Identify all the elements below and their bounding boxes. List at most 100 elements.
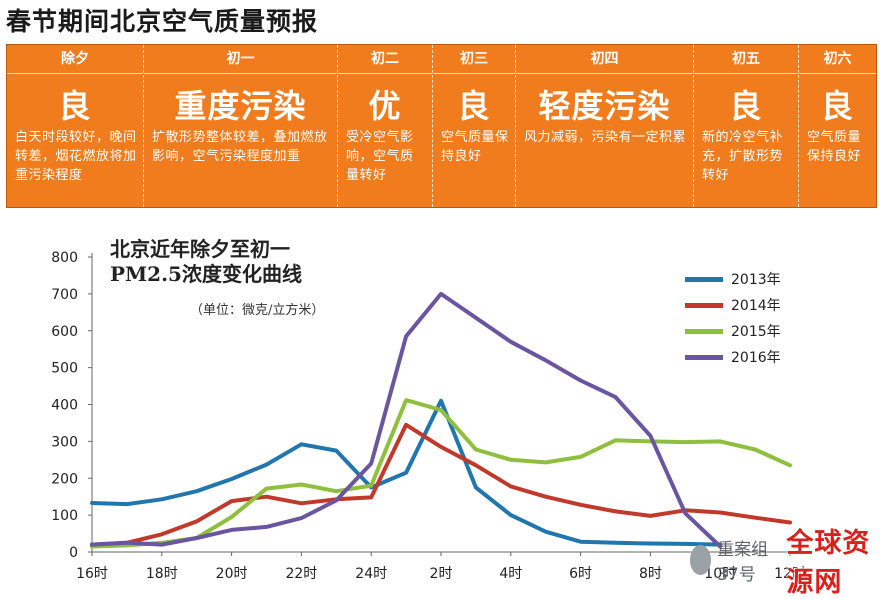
data-point [509, 458, 513, 462]
y-tick-label: 300 [51, 434, 78, 450]
legend-item-2014: 2014年 [685, 292, 781, 318]
forecast-col-chuwu: 初五 良 新的冷空气补充，扩散形势转好 [694, 45, 799, 207]
x-tick-label: 6时 [569, 566, 592, 582]
data-point [683, 440, 687, 444]
data-point [718, 544, 722, 549]
forecast-grade: 轻度污染 [538, 87, 671, 125]
data-point [369, 484, 373, 488]
data-point [788, 520, 792, 525]
legend-label: 2014年 [731, 298, 781, 314]
forecast-note: 扩散形势整体较差，叠加燃放影响，空气污染程度加重 [152, 130, 328, 164]
forecast-day: 除夕 [7, 45, 143, 74]
forecast-grade: 优 [368, 87, 402, 125]
forecast-day: 初三 [433, 45, 515, 74]
y-tick-label: 400 [51, 398, 78, 414]
data-point [264, 487, 269, 491]
legend-label: 2015年 [731, 324, 781, 340]
forecast-grade: 良 [58, 87, 92, 125]
data-point [579, 455, 583, 459]
data-point [474, 463, 478, 467]
page-headline: 春节期间北京空气质量预报 [6, 7, 319, 36]
data-point [648, 434, 653, 438]
data-point [648, 514, 653, 518]
x-tick-label: 16时 [76, 566, 108, 582]
data-point [404, 423, 408, 427]
data-point [753, 516, 757, 520]
legend-swatch [685, 276, 723, 282]
x-tick-label: 20时 [216, 566, 248, 582]
legend-item-2015: 2015年 [685, 318, 781, 344]
data-point [579, 503, 583, 507]
data-point [404, 471, 408, 475]
forecast-grade: 良 [729, 87, 763, 125]
data-point [334, 449, 338, 453]
data-point [299, 442, 303, 446]
data-point [544, 358, 548, 362]
x-tick-label: 18时 [146, 566, 178, 582]
legend-label: 2016年 [731, 350, 781, 366]
chart-title-line1: 北京近年除夕至初一 [110, 237, 290, 261]
chart-title-line2: PM2.5浓度变化曲线 [110, 262, 302, 286]
data-point [683, 542, 687, 546]
forecast-day: 初四 [516, 45, 693, 74]
data-point [509, 484, 513, 488]
data-point [718, 510, 722, 515]
x-tick-label: 4时 [499, 566, 522, 582]
y-tick-label: 700 [51, 287, 78, 303]
chart-canvas: 0 100 200 300 400 500 600 700 800 16时 18时 20时 22时 24… [51, 250, 806, 582]
forecast-note: 风力减弱，污染有一定积累 [524, 130, 687, 145]
data-point [544, 460, 548, 464]
data-point [613, 509, 618, 513]
forecast-day: 初一 [144, 45, 337, 74]
data-point [544, 495, 548, 499]
data-point [509, 340, 513, 344]
series-layer [90, 291, 792, 549]
data-point [195, 519, 199, 523]
data-point [404, 398, 408, 402]
data-point [334, 489, 338, 493]
data-point [544, 530, 548, 534]
data-point [369, 495, 373, 499]
data-point [230, 477, 234, 481]
forecast-note: 受冷空气影响，空气质量转好 [346, 130, 414, 183]
legend-swatch [685, 328, 723, 334]
data-point [299, 501, 303, 505]
data-point [230, 499, 234, 503]
forecast-grade: 良 [820, 87, 854, 125]
data-point [788, 463, 792, 467]
data-point [509, 513, 513, 517]
chart-legend: 2013年 2014年 2015年 2016年 [685, 266, 781, 370]
forecast-col-chuer: 初二 优 受冷空气影响，空气质量转好 [338, 45, 433, 207]
data-point [264, 495, 269, 499]
forecast-col-chuyi: 初一 重度污染 扩散形势整体较差，叠加燃放影响，空气污染程度加重 [144, 45, 338, 207]
x-tick-label: 2时 [430, 566, 453, 582]
wechat-icon [690, 545, 712, 575]
y-tick-label: 0 [69, 545, 78, 561]
y-tick-label: 800 [51, 250, 78, 266]
data-point [474, 316, 478, 320]
forecast-col-chusan: 初三 良 空气质量保持良好 [433, 45, 516, 207]
forecast-grade: 良 [457, 87, 491, 125]
legend-swatch [685, 302, 723, 308]
data-point [264, 463, 269, 467]
watermark-account: 重案组37号 [717, 540, 769, 585]
data-point [299, 516, 303, 520]
data-point [439, 445, 443, 449]
data-point [683, 511, 687, 515]
data-point [230, 515, 234, 519]
forecast-note: 新的冷空气补充，扩散形势转好 [702, 130, 784, 183]
data-point [195, 536, 199, 540]
data-point [160, 532, 164, 536]
data-point [160, 543, 164, 547]
data-point [579, 540, 583, 544]
data-point [160, 497, 164, 501]
data-point [404, 334, 408, 338]
data-point [90, 543, 94, 547]
x-tick-label: 12时 [774, 566, 806, 582]
x-tick-label: 22时 [285, 566, 317, 582]
data-point [195, 489, 199, 493]
forecast-col-chuliu: 初六 良 空气质量保持良好 [799, 45, 876, 207]
legend-item-2016: 2016年 [685, 344, 781, 370]
data-point [579, 378, 583, 383]
data-point [90, 501, 94, 505]
